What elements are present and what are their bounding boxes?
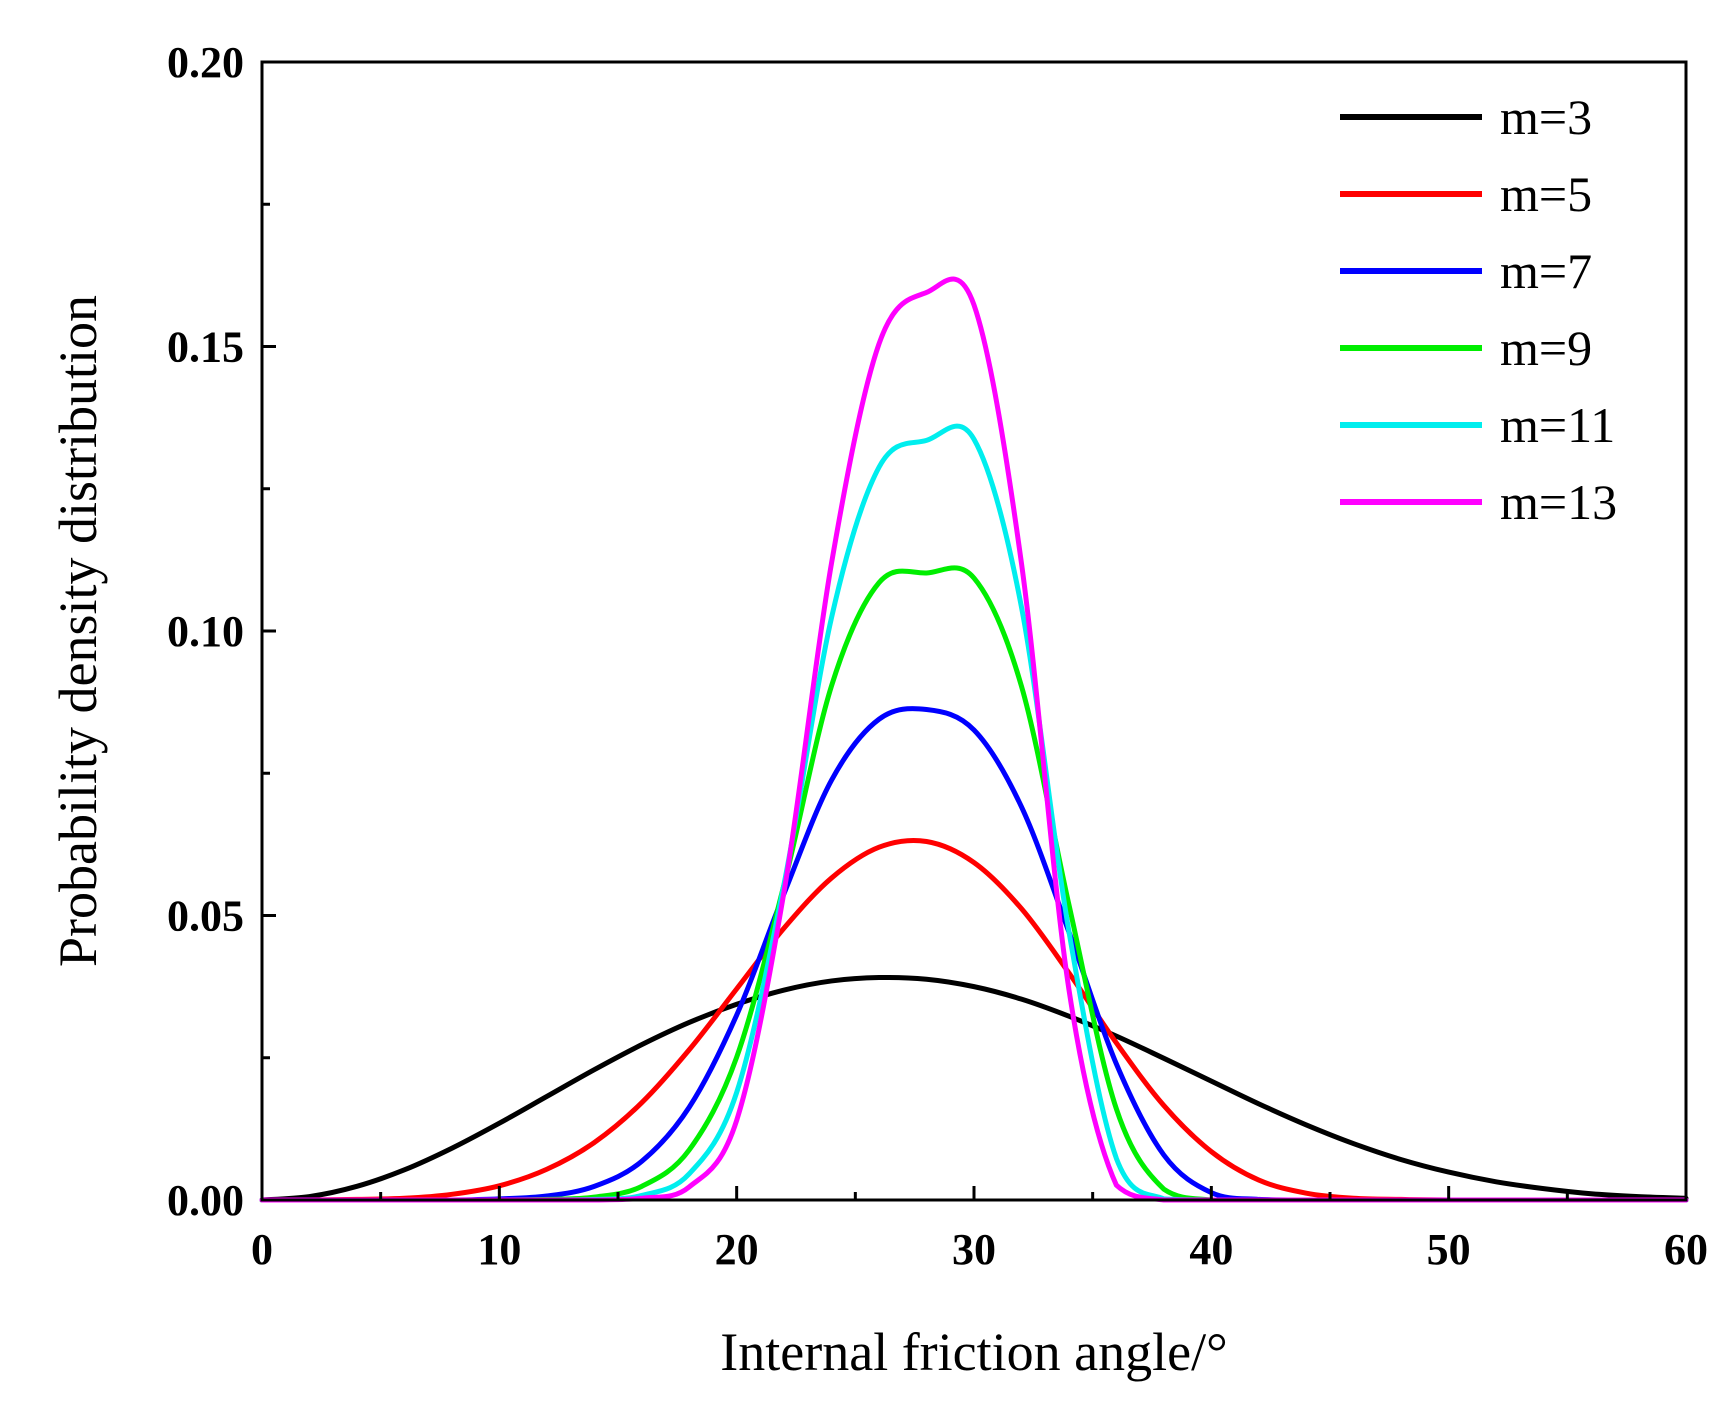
y-axis-title: Probability density distribution bbox=[48, 295, 108, 967]
legend-label: m=3 bbox=[1500, 89, 1592, 145]
legend-label: m=9 bbox=[1500, 320, 1592, 376]
y-tick-label: 0.05 bbox=[167, 892, 244, 941]
x-tick-label: 20 bbox=[715, 1225, 759, 1274]
series-line-m-9 bbox=[259, 565, 1689, 1203]
series-line-m-7 bbox=[259, 706, 1689, 1203]
y-tick-label: 0.15 bbox=[167, 323, 244, 372]
series-line-m-3 bbox=[259, 974, 1689, 1203]
x-tick-label: 0 bbox=[251, 1225, 273, 1274]
x-axis: 0 10 20 30 40 50 60 bbox=[251, 1186, 1708, 1274]
x-tick-label: 50 bbox=[1427, 1225, 1471, 1274]
x-axis-title: Internal friction angle/° bbox=[720, 1322, 1227, 1382]
series-line-m-5 bbox=[259, 837, 1689, 1203]
x-tick-label: 30 bbox=[952, 1225, 996, 1274]
y-axis: 0.00 0.05 0.10 0.15 0.20 bbox=[167, 38, 276, 1225]
legend-label: m=13 bbox=[1500, 474, 1617, 530]
legend-label: m=7 bbox=[1500, 243, 1592, 299]
series-layer bbox=[259, 276, 1689, 1203]
legend-label: m=11 bbox=[1500, 397, 1615, 453]
plot-frame bbox=[260, 60, 1688, 1202]
legend-label: m=5 bbox=[1500, 166, 1592, 222]
x-tick-label: 40 bbox=[1189, 1225, 1233, 1274]
y-tick-label: 0.00 bbox=[167, 1176, 244, 1225]
x-tick-label: 60 bbox=[1664, 1225, 1708, 1274]
series-line-m-11 bbox=[259, 423, 1689, 1203]
y-tick-label: 0.10 bbox=[167, 607, 244, 656]
y-tick-label: 0.20 bbox=[167, 38, 244, 87]
x-tick-label: 10 bbox=[477, 1225, 521, 1274]
series-line-m-13 bbox=[259, 276, 1689, 1203]
legend: m=3 m=5 m=7 m=9 m=11 m=13 bbox=[1340, 89, 1617, 530]
